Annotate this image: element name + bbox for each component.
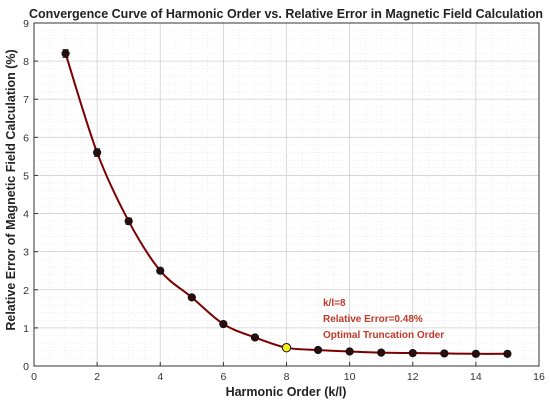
- x-tick-label: 14: [470, 371, 482, 383]
- y-tick-label: 7: [23, 94, 29, 106]
- highlight-point: [281, 343, 292, 353]
- x-tick-label: 10: [344, 371, 356, 383]
- data-point: [124, 217, 133, 226]
- data-point: [503, 349, 512, 358]
- x-tick-label: 2: [94, 371, 100, 383]
- y-axis-label: Relative Error of Magnetic Field Calcula…: [4, 49, 18, 330]
- data-point: [313, 345, 323, 355]
- y-tick-label: 2: [23, 285, 29, 297]
- annotation-line-2: Relative Error=0.48%: [323, 314, 423, 325]
- y-tick-label: 5: [23, 170, 29, 182]
- data-point: [156, 266, 165, 275]
- y-tick-label: 0: [23, 361, 29, 373]
- x-tick-label: 12: [407, 371, 419, 383]
- chart-title: Convergence Curve of Harmonic Order vs. …: [29, 7, 543, 21]
- y-tick-label: 4: [23, 209, 29, 221]
- data-point: [187, 293, 196, 302]
- x-axis-label: Harmonic Order (k/l): [226, 385, 347, 399]
- annotation-line-1: k/l=8: [323, 298, 346, 309]
- data-point: [250, 333, 260, 342]
- y-tick-label: 3: [23, 247, 29, 259]
- data-point: [377, 348, 386, 357]
- data-point: [471, 349, 480, 358]
- data-point: [219, 319, 228, 329]
- y-tick-label: 6: [23, 132, 29, 144]
- annotation-line-3: Optimal Truncation Order: [323, 330, 444, 341]
- data-point: [93, 148, 102, 157]
- x-tick-label: 0: [31, 371, 37, 383]
- y-tick-label: 9: [23, 18, 29, 30]
- data-point: [440, 349, 449, 358]
- y-tick-label: 1: [23, 323, 29, 335]
- y-tick-label: 8: [23, 56, 29, 68]
- data-point: [61, 49, 70, 58]
- data-point: [408, 348, 417, 358]
- x-tick-label: 6: [220, 371, 226, 383]
- x-tick-label: 4: [157, 371, 163, 383]
- x-tick-label: 16: [533, 371, 545, 383]
- annotation-box: k/l=8 Relative Error=0.48% Optimal Trunc…: [323, 298, 444, 341]
- data-point: [345, 347, 354, 356]
- x-tick-label: 8: [284, 371, 290, 383]
- data-series: [61, 49, 512, 358]
